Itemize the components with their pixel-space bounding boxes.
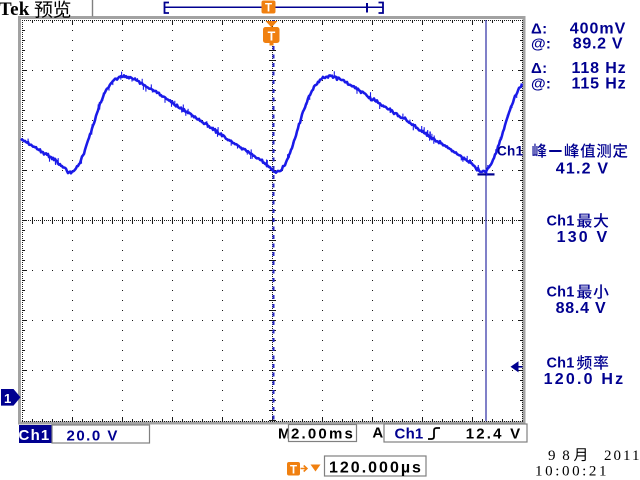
svg-text:T: T [265, 3, 272, 15]
svg-text:@:: @: [531, 36, 551, 53]
svg-text:Ch1: Ch1 [19, 427, 51, 444]
svg-text:120.0 Hz: 120.0 Hz [544, 371, 626, 388]
svg-text:9 8: 9 8 [548, 448, 571, 464]
svg-text:Ch1: Ch1 [547, 214, 575, 230]
svg-text:@:: @: [531, 76, 551, 93]
svg-text:118 Hz: 118 Hz [572, 60, 627, 77]
svg-text:Δ:: Δ: [531, 60, 547, 77]
svg-text:T: T [268, 30, 276, 44]
svg-text:1: 1 [4, 391, 11, 406]
svg-text:89.2 V: 89.2 V [573, 36, 623, 53]
svg-text:20.0 V: 20.0 V [67, 428, 119, 445]
svg-text:M: M [278, 426, 291, 443]
svg-text:88.4 V: 88.4 V [556, 300, 607, 317]
svg-text:Ch1: Ch1 [497, 144, 524, 159]
svg-text:130 V: 130 V [557, 229, 610, 246]
svg-text:120.000µs: 120.000µs [329, 460, 423, 477]
svg-text:A: A [372, 425, 383, 442]
svg-text:Tek: Tek [0, 0, 30, 20]
svg-text:2.00ms: 2.00ms [291, 426, 355, 443]
svg-text:Δ:: Δ: [531, 21, 547, 38]
svg-text:Ch1: Ch1 [547, 285, 575, 301]
svg-text:41.2 V: 41.2 V [556, 161, 609, 178]
svg-text:115 Hz: 115 Hz [572, 76, 627, 93]
svg-text:Ch1: Ch1 [395, 426, 424, 443]
svg-text:2011: 2011 [604, 448, 640, 464]
svg-text:400mV: 400mV [570, 21, 627, 38]
svg-text:12.4 V: 12.4 V [466, 426, 523, 443]
svg-text:10:00:21: 10:00:21 [535, 464, 609, 480]
svg-text:T: T [290, 464, 297, 476]
svg-text:Ch1: Ch1 [547, 356, 575, 372]
